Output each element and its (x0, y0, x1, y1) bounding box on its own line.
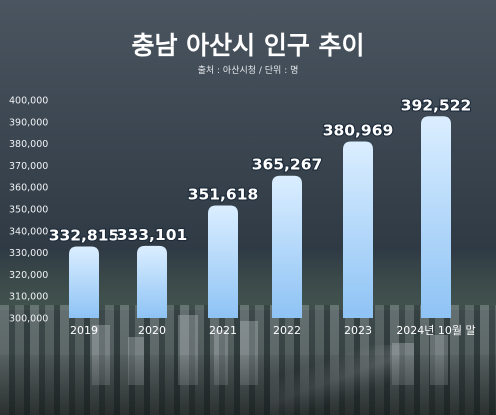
y-tick-label: 340,000 (9, 226, 48, 237)
chart-subtitle: 출처 : 아산시청 / 단위 : 명 (197, 66, 299, 76)
background-shade (0, 355, 496, 415)
y-tick-label: 330,000 (9, 248, 48, 259)
chart-title: 충남 아산시 인구 추이 (131, 31, 365, 60)
y-tick-label: 350,000 (9, 205, 48, 216)
x-tick-label: 2019 (70, 324, 98, 337)
data-label: 332,815 (49, 226, 120, 244)
y-tick-label: 310,000 (9, 292, 48, 303)
x-tick-label: 2023 (344, 324, 372, 337)
x-tick-label: 2022 (273, 324, 301, 337)
bar-2020 (137, 245, 167, 318)
bar-2023 (343, 141, 373, 318)
y-axis: 300,000 310,000 320,000 330,000 340,000 350,0… (9, 96, 48, 325)
x-axis: 2019 2020 2021 2022 2023 2024년 10월 말 (70, 324, 476, 337)
x-tick-label: 2020 (138, 324, 166, 337)
y-tick-label: 370,000 (9, 161, 48, 172)
bars (69, 116, 451, 319)
x-tick-label: 2021 (209, 324, 237, 337)
y-tick-label: 300,000 (9, 314, 48, 325)
data-label: 351,618 (188, 185, 259, 203)
y-tick-label: 390,000 (9, 117, 48, 128)
bar-2019 (69, 246, 99, 318)
data-label: 392,522 (401, 96, 472, 114)
y-tick-label: 360,000 (9, 183, 48, 194)
y-tick-label: 400,000 (9, 96, 48, 107)
data-label: 365,267 (252, 156, 323, 174)
bar-2022 (272, 175, 302, 318)
data-label: 333,101 (117, 226, 188, 244)
x-tick-label: 2024년 10월 말 (396, 324, 475, 337)
bar-2021 (208, 205, 238, 318)
bar-2024년 10월 말 (421, 116, 451, 319)
y-tick-label: 380,000 (9, 139, 48, 150)
data-label: 380,969 (323, 121, 394, 139)
y-tick-label: 320,000 (9, 270, 48, 281)
